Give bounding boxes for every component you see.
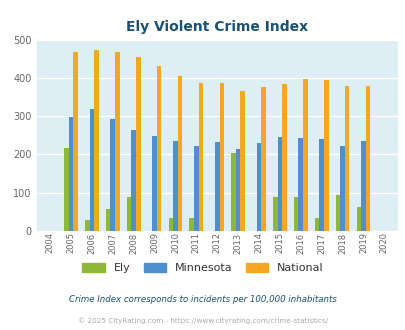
Bar [106, 209, 110, 231]
Bar [323, 80, 328, 231]
Bar [335, 195, 339, 231]
Bar [272, 197, 277, 231]
Bar [240, 90, 244, 231]
Bar [173, 141, 177, 231]
Bar [110, 119, 115, 231]
Bar [235, 149, 240, 231]
Bar [198, 83, 203, 231]
Bar [85, 219, 90, 231]
Bar [256, 143, 261, 231]
Bar [365, 86, 369, 231]
Bar [68, 117, 73, 231]
Bar [168, 217, 173, 231]
Bar [261, 87, 265, 231]
Bar [277, 137, 281, 231]
Bar [131, 130, 136, 231]
Text: © 2025 CityRating.com - https://www.cityrating.com/crime-statistics/: © 2025 CityRating.com - https://www.city… [78, 317, 327, 324]
Bar [177, 76, 182, 231]
Bar [214, 142, 219, 231]
Bar [293, 197, 298, 231]
Bar [136, 57, 140, 231]
Bar [94, 50, 98, 231]
Bar [356, 207, 360, 231]
Bar [115, 52, 119, 231]
Bar [298, 138, 302, 231]
Bar [230, 152, 235, 231]
Bar [90, 109, 94, 231]
Bar [319, 139, 323, 231]
Bar [344, 86, 349, 231]
Bar [189, 218, 194, 231]
Bar [314, 218, 319, 231]
Bar [302, 79, 307, 231]
Bar [73, 52, 78, 231]
Bar [64, 148, 68, 231]
Bar [156, 66, 161, 231]
Bar [339, 146, 344, 231]
Bar [126, 197, 131, 231]
Bar [281, 84, 286, 231]
Title: Ely Violent Crime Index: Ely Violent Crime Index [126, 20, 307, 34]
Bar [152, 136, 156, 231]
Bar [194, 146, 198, 231]
Bar [219, 83, 224, 231]
Text: Crime Index corresponds to incidents per 100,000 inhabitants: Crime Index corresponds to incidents per… [69, 295, 336, 304]
Bar [360, 141, 365, 231]
Legend: Ely, Minnesota, National: Ely, Minnesota, National [82, 263, 323, 273]
